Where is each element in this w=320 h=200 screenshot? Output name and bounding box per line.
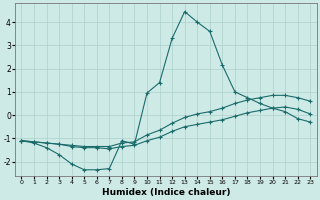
X-axis label: Humidex (Indice chaleur): Humidex (Indice chaleur): [101, 188, 230, 197]
